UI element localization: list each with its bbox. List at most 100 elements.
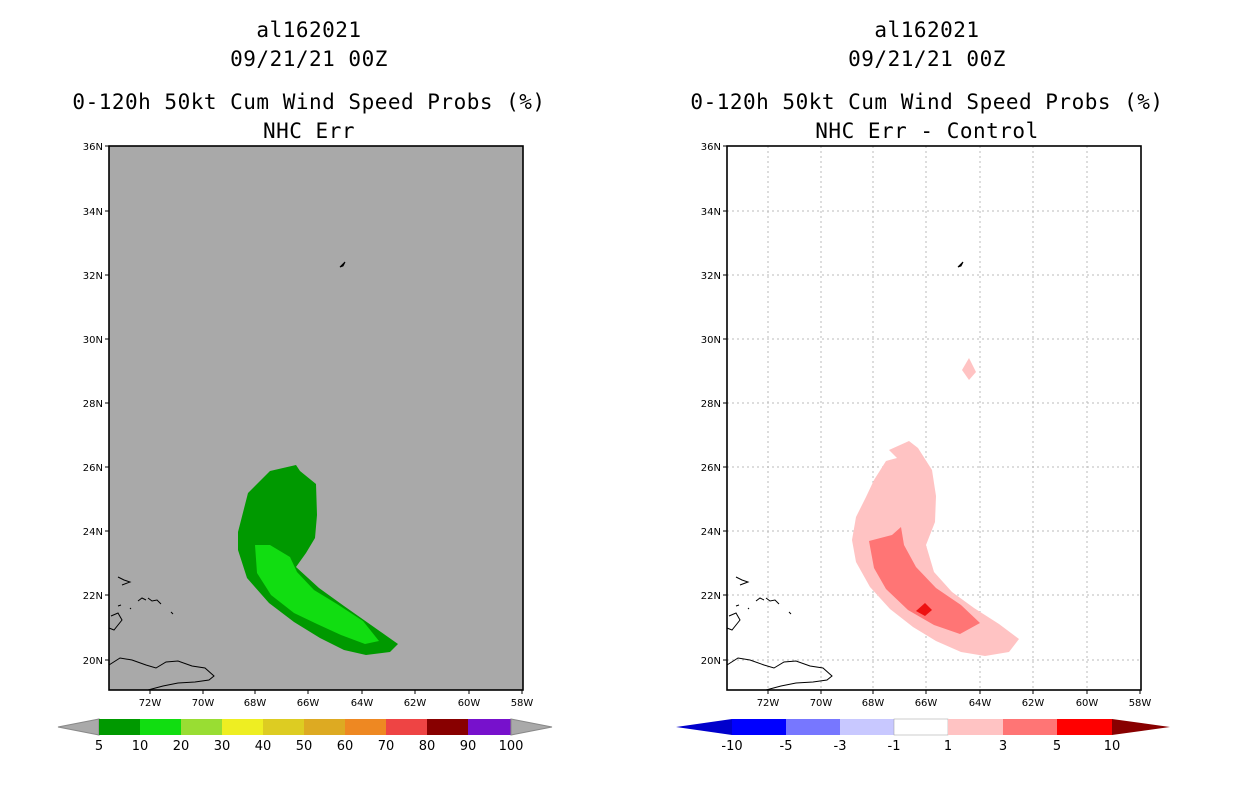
colorbar-label: 100: [499, 739, 524, 754]
diff-5-contour: [916, 603, 932, 616]
lat-tick-label: 26N: [83, 463, 103, 474]
lat-tick-label: 32N: [83, 271, 103, 282]
y-axis: 36N 34N 32N 30N 28N 26N 24N 22N 20N: [701, 142, 727, 667]
lat-tick-label: 34N: [701, 207, 721, 218]
lat-tick-label: 28N: [701, 399, 721, 410]
colorbar-swatch: [222, 719, 263, 735]
lon-tick-label: 66W: [297, 698, 320, 709]
lon-tick-label: 68W: [862, 698, 885, 709]
product-title: 0-120h 50kt Cum Wind Speed Probs (%): [72, 90, 546, 114]
lon-tick-label: 68W: [244, 698, 267, 709]
colorbar-swatch: [99, 719, 140, 735]
colorbar-low-arrow: [57, 718, 100, 736]
colorbar-label: 70: [378, 739, 395, 754]
colorbar-label: 40: [255, 739, 272, 754]
colorbar-label: 3: [999, 739, 1007, 754]
x-tick-marks: [767, 690, 1141, 694]
diff-3-contour: [869, 527, 980, 634]
colorbar: 5 10 20 30 40 50 60 70 80 90 100: [57, 718, 553, 754]
lat-tick-label: 22N: [701, 591, 721, 602]
lon-tick-label: 58W: [511, 698, 534, 709]
lat-tick-label: 36N: [701, 142, 721, 153]
colorbar-swatch: [948, 719, 1003, 735]
colorbar-low-arrow: [676, 719, 732, 735]
lat-tick-label: 26N: [701, 463, 721, 474]
colorbar-swatch: [304, 719, 345, 735]
lon-tick-label: 62W: [1022, 698, 1045, 709]
lon-tick-label: 72W: [757, 698, 780, 709]
storm-id-title: al162021: [256, 18, 362, 42]
x-axis: 72W 70W 68W 66W 64W 62W 60W 58W: [757, 690, 1152, 709]
colorbar-label: 90: [460, 739, 477, 754]
colorbar-swatch: [840, 719, 894, 735]
lon-tick-label: 66W: [915, 698, 938, 709]
lat-tick-label: 30N: [83, 335, 103, 346]
colorbar-swatch: [263, 719, 304, 735]
x-tick-marks: [149, 690, 523, 694]
colorbar-label: 1: [944, 739, 952, 754]
colorbar-label: -10: [721, 739, 742, 754]
coastlines: [726, 261, 964, 691]
lat-tick-label: 34N: [83, 207, 103, 218]
lon-tick-label: 60W: [1076, 698, 1099, 709]
colorbar-label: 50: [296, 739, 313, 754]
colorbar-label: 80: [419, 739, 436, 754]
subtitle: NHC Err: [262, 119, 355, 143]
colorbar-high-arrow: [1112, 719, 1170, 735]
lat-tick-label: 36N: [83, 142, 103, 153]
probability-map: 72W 70W 68W 66W 64W 62W 60W 58W 36N 34N: [57, 142, 553, 754]
lon-tick-label: 72W: [139, 698, 162, 709]
gridlines: [727, 146, 1141, 690]
storm-id-title: al162021: [874, 18, 980, 42]
lon-tick-label: 58W: [1129, 698, 1152, 709]
colorbar-label: 5: [95, 739, 103, 754]
lat-tick-label: 24N: [701, 527, 721, 538]
y-axis: 36N 34N 32N 30N 28N 26N 24N 22N 20N: [83, 142, 109, 667]
lat-tick-label: 30N: [701, 335, 721, 346]
right-panel: al162021 09/21/21 00Z 0-120h 50kt Cum Wi…: [618, 0, 1236, 800]
colorbar-label: 10: [132, 739, 149, 754]
colorbar-label: 60: [337, 739, 354, 754]
lon-tick-label: 62W: [404, 698, 427, 709]
colorbar-label: 10: [1104, 739, 1121, 754]
difference-map: 72W 70W 68W 66W 64W 62W 60W 58W 36N 34N: [676, 142, 1170, 754]
subtitle: NHC Err - Control: [815, 119, 1039, 143]
diff-1-contour: [962, 358, 976, 380]
lon-tick-label: 64W: [969, 698, 992, 709]
colorbar-label: 30: [214, 739, 231, 754]
colorbar-swatch: [732, 719, 786, 735]
map-frame: [108, 145, 524, 691]
date-title: 09/21/21 00Z: [848, 47, 1006, 71]
product-title: 0-120h 50kt Cum Wind Speed Probs (%): [690, 90, 1164, 114]
y-tick-marks: [105, 145, 109, 661]
lat-tick-label: 22N: [83, 591, 103, 602]
left-panel: al162021 09/21/21 00Z 0-120h 50kt Cum Wi…: [57, 18, 553, 754]
lon-tick-label: 64W: [351, 698, 374, 709]
colorbar-label: 20: [173, 739, 190, 754]
colorbar-label: -5: [780, 739, 793, 754]
colorbar-swatch: [893, 718, 949, 736]
colorbar-label: 5: [1053, 739, 1061, 754]
lat-tick-label: 20N: [83, 656, 103, 667]
colorbar-swatch: [1057, 719, 1112, 735]
map-frame: [726, 145, 1142, 691]
colorbar-swatch: [345, 719, 386, 735]
lon-tick-label: 70W: [192, 698, 215, 709]
date-title: 09/21/21 00Z: [230, 47, 388, 71]
lon-tick-label: 60W: [458, 698, 481, 709]
colorbar-swatch: [786, 719, 840, 735]
colorbar: -10 -5 -3 -1 1 3 5 10: [676, 718, 1170, 754]
lon-tick-label: 70W: [810, 698, 833, 709]
prob-5-contour: [238, 465, 398, 655]
colorbar-high-arrow: [510, 718, 553, 736]
lat-tick-label: 24N: [83, 527, 103, 538]
colorbar-swatch: [386, 719, 427, 735]
colorbar-swatch: [181, 719, 222, 735]
diff-1-contour: [852, 441, 1019, 656]
y-tick-marks: [723, 145, 727, 661]
lat-tick-label: 20N: [701, 656, 721, 667]
lat-tick-label: 32N: [701, 271, 721, 282]
colorbar-swatch: [468, 719, 511, 735]
lat-tick-label: 28N: [83, 399, 103, 410]
colorbar-label: -3: [834, 739, 847, 754]
